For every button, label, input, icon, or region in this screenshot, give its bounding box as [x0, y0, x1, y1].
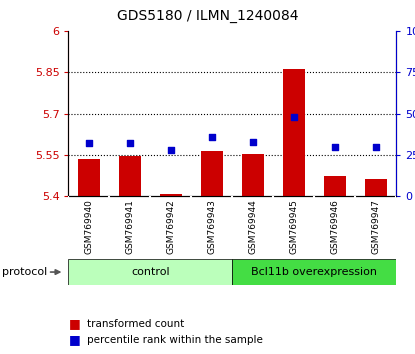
Bar — [324, 176, 346, 196]
Text: transformed count: transformed count — [87, 319, 184, 329]
Text: ■: ■ — [68, 333, 80, 346]
Text: GSM769944: GSM769944 — [249, 200, 257, 255]
Bar — [242, 154, 264, 196]
Text: GDS5180 / ILMN_1240084: GDS5180 / ILMN_1240084 — [117, 9, 298, 23]
FancyBboxPatch shape — [68, 259, 232, 285]
Text: GSM769941: GSM769941 — [125, 200, 134, 255]
Point — [332, 144, 338, 150]
Point — [373, 144, 379, 150]
Point — [85, 141, 92, 146]
Text: GSM769942: GSM769942 — [166, 200, 176, 255]
Point — [127, 141, 133, 146]
Text: percentile rank within the sample: percentile rank within the sample — [87, 335, 263, 345]
Point — [249, 139, 256, 145]
Bar — [200, 151, 223, 196]
Text: control: control — [131, 267, 170, 277]
Text: GSM769943: GSM769943 — [208, 200, 216, 255]
Text: GSM769940: GSM769940 — [85, 200, 93, 255]
Bar — [160, 194, 182, 196]
Bar — [119, 156, 141, 196]
Text: GSM769947: GSM769947 — [371, 200, 380, 255]
Bar — [364, 179, 387, 196]
Point — [209, 134, 215, 140]
Text: GSM769946: GSM769946 — [330, 200, 339, 255]
Text: protocol: protocol — [2, 267, 47, 277]
Text: Bcl11b overexpression: Bcl11b overexpression — [251, 267, 377, 277]
Point — [290, 114, 297, 120]
Bar — [78, 159, 100, 196]
Bar — [283, 69, 305, 196]
Point — [168, 147, 174, 153]
Text: ■: ■ — [68, 318, 80, 330]
FancyBboxPatch shape — [232, 259, 396, 285]
Text: GSM769945: GSM769945 — [289, 200, 298, 255]
